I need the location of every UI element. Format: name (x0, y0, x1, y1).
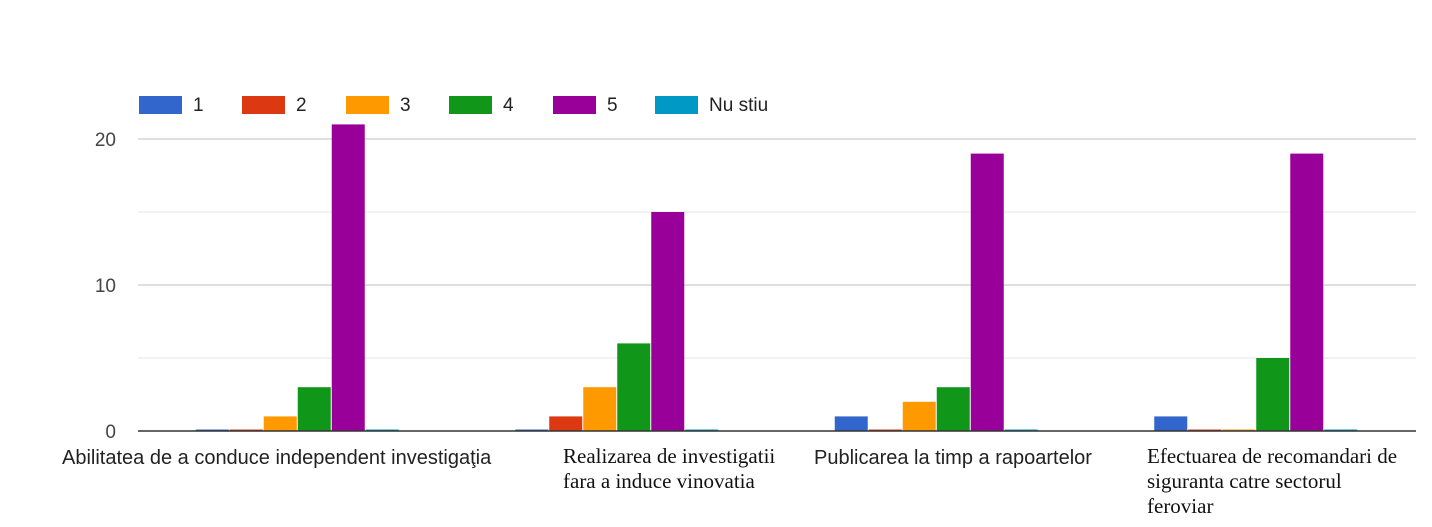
y-tick-label-0: 0 (105, 422, 116, 443)
x-tick-label-publicarea: Publicarea la timp a rapoartelor (814, 447, 1092, 469)
bar-cat4-series-1 (1154, 416, 1188, 431)
bar-cat3-series-1 (834, 416, 868, 431)
legend: 1 2 3 4 5 Nu stiu (139, 95, 768, 116)
legend-label-4: 4 (503, 95, 514, 116)
bars (195, 124, 1358, 432)
bar-cat1-series-5 (331, 124, 365, 432)
legend-swatch-nu-stiu (655, 96, 698, 114)
bar-cat2-series-5 (651, 212, 685, 431)
y-tick-label-10: 10 (95, 276, 116, 297)
bar-cat1-series-4 (297, 387, 331, 431)
legend-label-5: 5 (607, 95, 618, 116)
bar-cat4-series-5 (1290, 153, 1324, 431)
legend-label-nu-stiu: Nu stiu (709, 95, 768, 116)
legend-label-3: 3 (400, 95, 411, 116)
bar-cat3-series-4 (936, 387, 970, 431)
legend-swatch-4 (449, 96, 492, 114)
legend-swatch-3 (346, 96, 389, 114)
legend-label-2: 2 (296, 95, 307, 116)
bar-cat2-series-4 (617, 343, 651, 431)
x-tick-label-abilitatea: Abilitatea de a conduce independent inve… (62, 447, 492, 469)
bar-cat4-series-4 (1256, 358, 1290, 431)
axes: 0 10 20 (95, 130, 1416, 443)
x-tick-label-efectuarea: Efectuarea de recomandari de siguranta c… (1147, 444, 1398, 518)
x-tick-label-realizarea: Realizarea de investigatii fara a induce… (563, 444, 776, 493)
legend-swatch-2 (242, 96, 285, 114)
gridlines (138, 138, 1416, 359)
bar-cat2-series-2 (549, 416, 583, 431)
legend-label-1: 1 (193, 95, 204, 116)
legend-swatch-5 (553, 96, 596, 114)
bar-cat2-series-3 (583, 387, 617, 431)
bar-cat1-series-3 (263, 416, 297, 431)
y-tick-label-20: 20 (95, 130, 116, 151)
legend-swatch-1 (139, 96, 182, 114)
bar-cat3-series-5 (970, 153, 1004, 431)
bar-cat3-series-3 (902, 401, 936, 431)
